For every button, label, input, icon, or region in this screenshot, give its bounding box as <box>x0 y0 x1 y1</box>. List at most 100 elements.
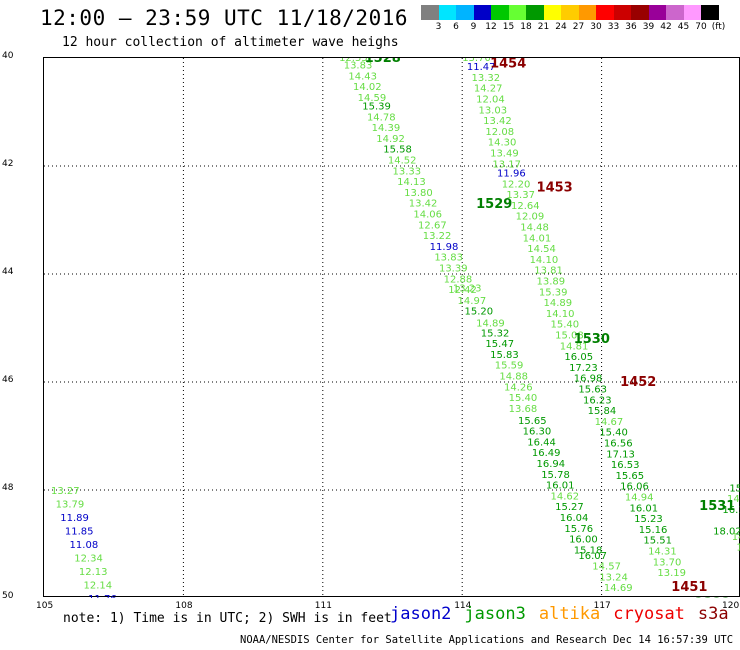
map-plot[interactable]: 12.55 13.83 14.43 14.02 14.59 15.39 14.78 14.39… <box>43 51 740 617</box>
wave-height-reading: 12.13 <box>79 567 108 578</box>
color-scale-label: 6 <box>453 22 459 32</box>
wave-height-reading: 14.26 <box>504 382 533 393</box>
wave-height-reading: 13.89 <box>537 276 566 287</box>
color-swatch <box>421 5 439 20</box>
pass-label: 1451 <box>671 580 707 595</box>
wave-height-reading: 14.96 <box>727 494 740 505</box>
pass-label: 1531 <box>699 499 735 514</box>
color-scale-label: 45 <box>677 22 690 32</box>
color-swatch <box>508 5 526 20</box>
legend-item-s3a: s3a <box>697 604 729 624</box>
wave-height-reading: 15.65 <box>616 471 645 482</box>
wave-height-reading: 14.52 <box>388 156 417 167</box>
wave-height-reading: 16.06 <box>620 482 649 493</box>
wave-height-reading: 11.47 <box>467 62 496 73</box>
wave-height-reading: 16.53 <box>611 460 640 471</box>
wave-height-reading: 15.27 <box>555 502 584 513</box>
wave-height-reading: 15.40 <box>599 428 628 439</box>
wave-height-reading: 14.06 <box>413 210 442 221</box>
wave-height-reading: 16.01 <box>629 503 658 514</box>
footnote: note: 1) Time is in UTC; 2) SWH is in fe… <box>63 611 392 626</box>
wave-height-reading: 13.03 <box>478 105 507 116</box>
pass-label: 1454 <box>490 58 526 71</box>
wave-height-reading: 15.63 <box>578 384 607 395</box>
lon-tick-label: 108 <box>175 601 193 611</box>
color-swatch <box>701 5 719 20</box>
color-swatch <box>438 5 456 20</box>
lat-tick-label: 48 <box>2 483 14 493</box>
color-scale-label: 36 <box>625 22 637 32</box>
wave-height-reading: 14.13 <box>397 177 426 188</box>
wave-height-reading: 12.42 <box>448 285 477 296</box>
wave-height-reading: 11.98 <box>430 242 459 253</box>
wave-height-reading: 15.39 <box>539 287 568 298</box>
wave-height-reading: 13.49 <box>490 149 519 160</box>
color-scale-label: 18 <box>520 22 532 32</box>
wave-height-reading: 15.16 <box>639 525 668 536</box>
color-scale-label: 30 <box>590 22 602 32</box>
wave-height-reading: 12.14 <box>83 581 112 592</box>
wave-height-reading: 13.27 <box>51 486 80 497</box>
wave-height-reading: 11.85 <box>65 527 94 538</box>
color-scale-label: 15 <box>502 22 515 32</box>
wave-height-reading: 16.44 <box>527 437 556 448</box>
wave-height-reading: 16.07 <box>578 551 607 562</box>
wave-height-reading: 15.23 <box>634 514 663 525</box>
wave-height-reading: 14.57 <box>592 562 621 573</box>
color-swatch <box>473 5 491 20</box>
wave-height-reading: 16.05 <box>564 352 593 363</box>
wave-height-reading: 12.04 <box>476 95 505 106</box>
wave-height-reading: 14.89 <box>544 298 573 309</box>
wave-height-reading: 13.19 <box>657 568 686 579</box>
wave-height-reading: 14.48 <box>520 222 549 233</box>
wave-height-reading: 13.80 <box>404 188 433 199</box>
wave-height-reading: 15.65 <box>518 416 547 427</box>
wave-height-reading: 14.62 <box>550 491 579 502</box>
wave-height-reading: 16.56 <box>604 438 633 449</box>
color-swatch <box>526 5 544 20</box>
color-swatch <box>613 5 631 20</box>
wave-height-reading: 14.54 <box>527 244 556 255</box>
lat-tick-label: 40 <box>2 51 14 61</box>
wave-height-reading: 16.01 <box>546 481 575 492</box>
lon-tick-label: 105 <box>36 601 54 611</box>
wave-height-reading: 15.18 <box>574 545 603 556</box>
wave-height-reading: 13.22 <box>423 231 452 242</box>
color-scale-label: 9 <box>470 22 477 32</box>
wave-height-reading: 12.08 <box>485 127 514 138</box>
wave-height-reading: 14.81 <box>560 341 589 352</box>
wave-height-reading: 15.39 <box>362 102 391 113</box>
wave-height-reading: 14.94 <box>625 492 654 503</box>
lat-tick-label: 44 <box>2 267 14 277</box>
wave-height-reading: 16.49 <box>532 448 561 459</box>
wave-height-reading: 14.97 <box>458 296 487 307</box>
wave-height-reading: 14.31 <box>648 546 677 557</box>
wave-height-reading: 14.67 <box>595 417 624 428</box>
wave-height-reading: 13.23 <box>453 284 482 295</box>
color-scale-label: 42 <box>660 22 672 32</box>
wave-height-reading: 13.39 <box>439 264 468 275</box>
wave-height-reading: 16.14 <box>722 505 740 516</box>
lat-tick-label: 46 <box>2 375 14 385</box>
wave-height-reading: 14.84 <box>732 532 740 543</box>
color-scale-label: 12 <box>485 22 497 32</box>
lon-tick-label: 120 <box>722 601 740 611</box>
wave-height-reading: 13.83 <box>344 60 373 71</box>
wave-height-reading: 12.67 <box>418 220 447 231</box>
credit-line: NOAA/NESDIS Center for Satellite Applica… <box>240 634 740 646</box>
wave-height-reading: 12.34 <box>74 554 103 565</box>
page-title: 12:00 – 23:59 UTC 11/18/2016 <box>40 6 409 30</box>
wave-height-reading: 17.13 <box>606 449 635 460</box>
wave-height-reading: 15.76 <box>564 524 593 535</box>
wave-height-reading: 15.58 <box>383 145 412 156</box>
wave-height-reading: 14.10 <box>546 309 575 320</box>
wave-height-reading: 18.02 <box>713 527 740 538</box>
wave-height-reading: 13.70 <box>462 58 491 64</box>
lon-tick-label: 111 <box>314 601 332 611</box>
legend-item-cryosat: cryosat <box>613 604 685 624</box>
pass-label: 2322 <box>695 596 731 598</box>
color-scale-label: 24 <box>555 22 567 32</box>
map-canvas[interactable]: 12.5513.8314.4314.0214.5915.3914.7814.39… <box>44 51 740 617</box>
wave-height-reading: 13.24 <box>599 572 628 583</box>
color-swatch <box>666 5 684 20</box>
